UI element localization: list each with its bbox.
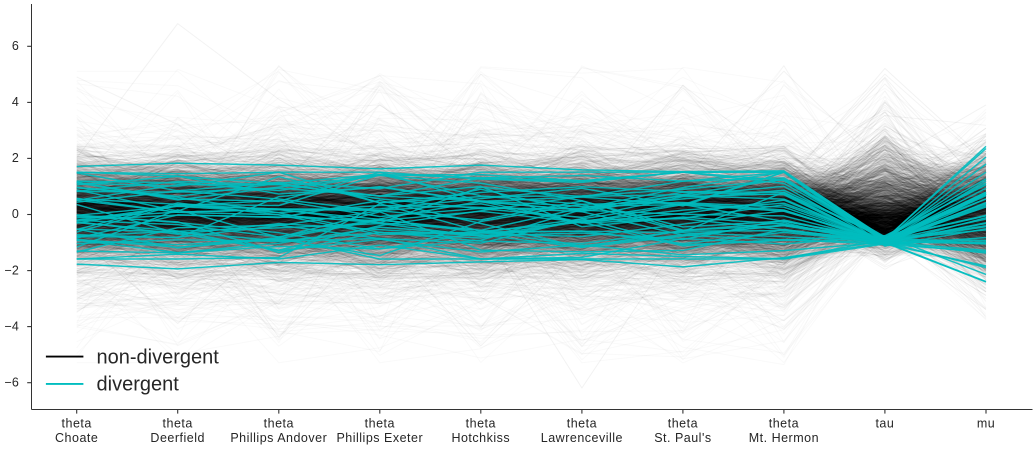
svg-text:0: 0 [12,207,19,221]
svg-text:6: 6 [12,39,19,53]
svg-text:divergent: divergent [97,374,180,396]
svg-text:theta: theta [264,417,294,431]
svg-text:2: 2 [12,151,19,165]
svg-text:theta: theta [769,417,799,431]
svg-text:Phillips Andover: Phillips Andover [230,431,327,445]
svg-text:−2: −2 [5,263,19,277]
svg-text:Mt. Hermon: Mt. Hermon [749,431,819,445]
svg-text:theta: theta [62,417,92,431]
svg-text:Lawrenceville: Lawrenceville [541,431,623,445]
svg-text:−4: −4 [5,319,19,333]
svg-text:theta: theta [365,417,395,431]
svg-text:Deerfield: Deerfield [150,431,205,445]
svg-text:−6: −6 [5,375,19,389]
svg-text:Hotchkiss: Hotchkiss [451,431,510,445]
svg-text:theta: theta [567,417,597,431]
svg-text:mu: mu [977,417,995,431]
svg-text:theta: theta [668,417,698,431]
svg-text:Choate: Choate [55,431,98,445]
svg-text:4: 4 [12,95,19,109]
svg-text:non-divergent: non-divergent [97,346,220,368]
svg-text:Phillips Exeter: Phillips Exeter [336,431,423,445]
svg-text:theta: theta [466,417,496,431]
svg-text:theta: theta [163,417,193,431]
svg-text:St. Paul's: St. Paul's [654,431,711,445]
svg-text:tau: tau [875,417,894,431]
